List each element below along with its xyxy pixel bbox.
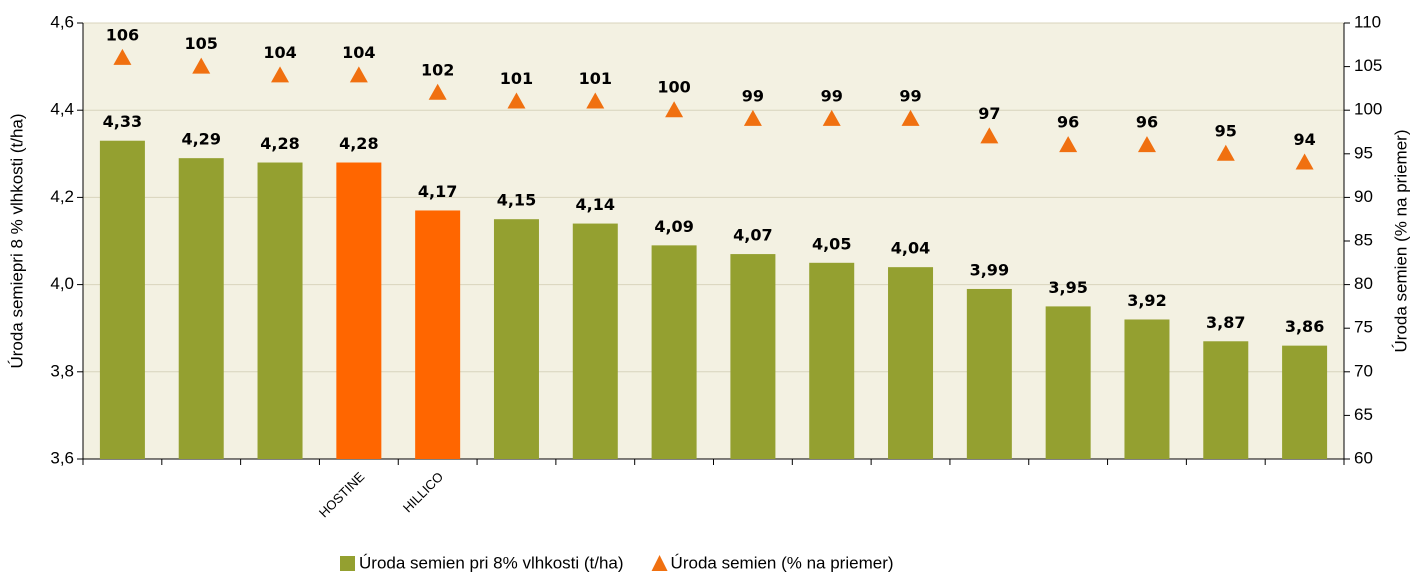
triangle-marker <box>113 48 132 65</box>
legend-label: Úroda semien (% na priemer) <box>671 553 894 572</box>
data-label: 4,33 <box>103 112 142 131</box>
y-tick-label: 4,4 <box>50 100 74 119</box>
bar <box>1203 341 1249 459</box>
triangle-marker <box>743 109 762 126</box>
y-tick-label: 4,0 <box>50 274 74 293</box>
y-tick-label: 3,8 <box>50 361 74 380</box>
bar <box>651 245 697 459</box>
triangle-marker <box>271 66 290 83</box>
data-label: 96 <box>1057 113 1079 132</box>
y2-tick-label: 100 <box>1354 100 1382 119</box>
data-label: 3,95 <box>1048 278 1087 297</box>
triangle-marker <box>586 92 605 109</box>
y2-tick-label: 80 <box>1354 274 1373 293</box>
data-label: 99 <box>821 86 843 105</box>
data-label: 96 <box>1136 113 1158 132</box>
data-label: 99 <box>899 86 921 105</box>
bar <box>1282 345 1328 459</box>
y2-tick-label: 105 <box>1354 56 1382 75</box>
y-tick-label: 4,2 <box>50 187 74 206</box>
y2-tick-label: 75 <box>1354 318 1373 337</box>
triangle-marker <box>1137 136 1156 153</box>
data-label: 4,04 <box>891 239 930 258</box>
bar <box>336 162 382 459</box>
triangle-marker <box>665 101 684 118</box>
triangle-marker <box>822 109 841 126</box>
data-label: 105 <box>185 34 218 53</box>
bar <box>730 254 776 459</box>
triangle-marker <box>901 109 920 126</box>
data-label: 97 <box>978 104 1000 123</box>
triangle-marker <box>428 83 447 100</box>
data-label: 94 <box>1293 130 1315 149</box>
data-label: 3,86 <box>1285 317 1324 336</box>
legend-label: Úroda semien pri 8% vlhkosti (t/ha) <box>359 553 624 572</box>
legend-swatch <box>651 555 668 571</box>
bar <box>1124 319 1170 459</box>
triangle-marker <box>507 92 526 109</box>
data-label: 106 <box>106 25 139 44</box>
data-label: 102 <box>421 60 454 79</box>
y2-tick-label: 95 <box>1354 143 1373 162</box>
bar <box>966 288 1012 459</box>
bar <box>99 140 145 459</box>
y-tick-label: 4,6 <box>50 12 74 31</box>
data-label: 104 <box>342 43 375 62</box>
data-label: 3,92 <box>1127 291 1166 310</box>
data-label: 4,28 <box>339 134 378 153</box>
data-label: 100 <box>657 78 690 97</box>
y2-tick-label: 60 <box>1354 448 1373 467</box>
y2-tick-label: 65 <box>1354 405 1373 424</box>
x-tick-label: HILLICO <box>400 469 446 515</box>
data-label: 3,99 <box>970 260 1009 279</box>
data-label: 4,09 <box>654 217 693 236</box>
y-axis-label: Úroda semiepri 8 % vlhkosti (t/ha) <box>7 113 26 368</box>
data-label: 4,14 <box>576 195 615 214</box>
data-label: 4,28 <box>260 134 299 153</box>
data-label: 3,87 <box>1206 313 1245 332</box>
data-label: 4,17 <box>418 182 457 201</box>
y2-tick-label: 110 <box>1354 12 1381 31</box>
data-label: 99 <box>742 86 764 105</box>
data-label: 4,05 <box>812 234 851 253</box>
bar <box>809 262 855 459</box>
triangle-marker <box>1059 136 1078 153</box>
bar <box>257 162 303 459</box>
data-label: 101 <box>500 69 533 88</box>
bar <box>493 219 539 459</box>
triangle-marker <box>1216 144 1235 161</box>
y2-axis-label: Úroda semien (% na priemer) <box>1391 130 1410 353</box>
data-label: 95 <box>1215 121 1237 140</box>
y2-tick-label: 90 <box>1354 187 1373 206</box>
legend-swatch <box>340 556 355 571</box>
data-label: 101 <box>579 69 612 88</box>
triangle-marker <box>980 127 999 144</box>
bar <box>415 210 461 459</box>
data-label: 4,07 <box>733 226 772 245</box>
bar <box>178 158 224 459</box>
data-label: 4,29 <box>181 130 220 149</box>
data-label: 4,15 <box>497 191 536 210</box>
triangle-marker <box>349 66 368 83</box>
data-label: 104 <box>263 43 296 62</box>
bar <box>1045 306 1091 459</box>
triangle-marker <box>1295 153 1314 170</box>
triangle-marker <box>192 57 211 74</box>
bar <box>888 267 934 459</box>
y-tick-label: 3,6 <box>50 448 74 467</box>
y2-tick-label: 85 <box>1354 230 1373 249</box>
bar <box>572 223 618 459</box>
y2-tick-label: 70 <box>1354 361 1373 380</box>
x-tick-label: HOSTINE <box>316 469 368 521</box>
